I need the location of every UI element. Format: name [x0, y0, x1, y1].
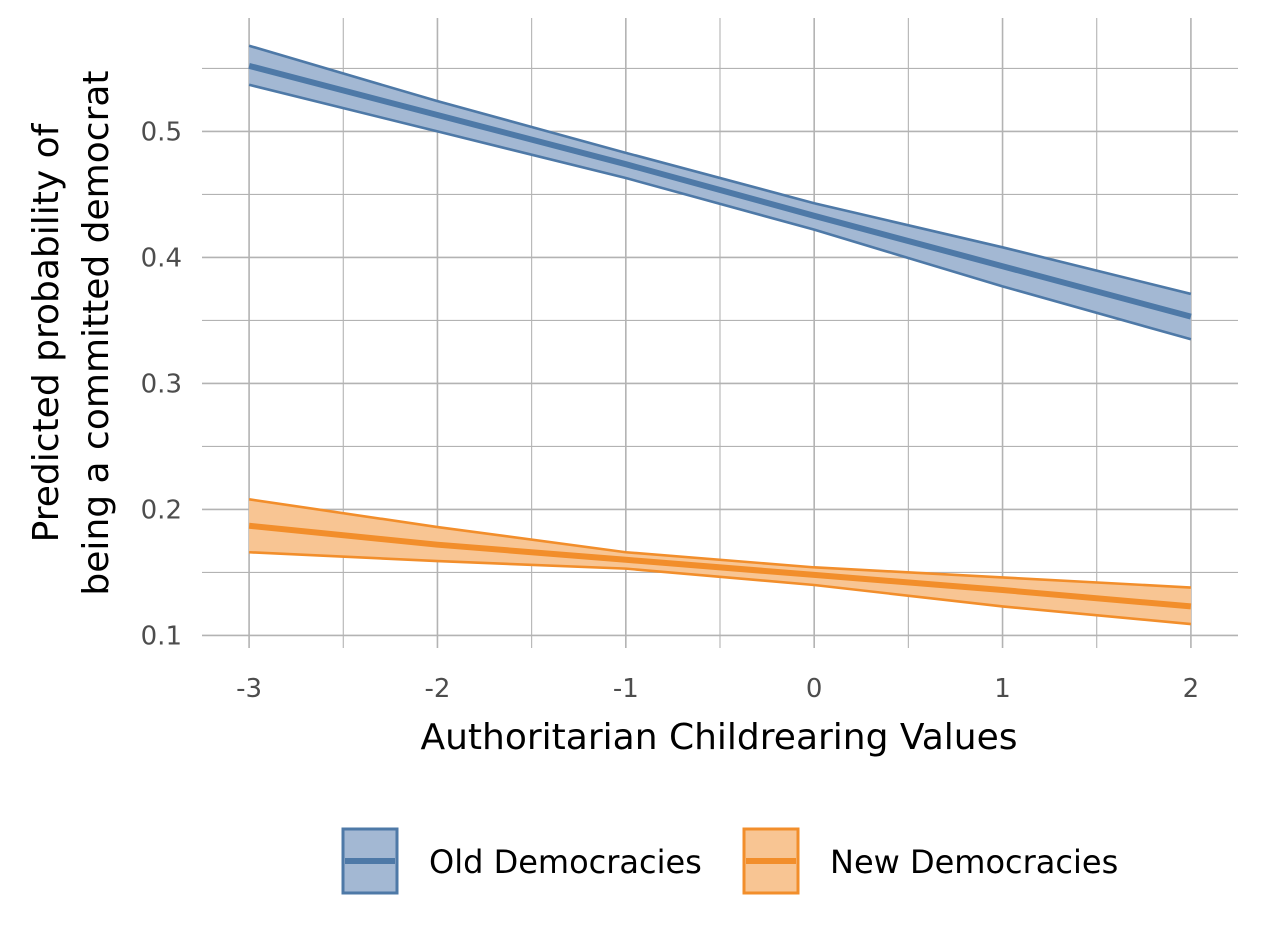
y-tick-label: 0.3: [141, 369, 182, 399]
x-axis-title: Authoritarian Childrearing Values: [420, 717, 1017, 758]
y-tick-label: 0.1: [141, 621, 182, 651]
y-tick-label: 0.4: [141, 243, 182, 273]
y-tick-label: 0.2: [141, 495, 182, 525]
series-lines: [248, 62, 1192, 610]
x-tick-label: -1: [613, 674, 639, 704]
y-tick-labels: 0.1 0.2 0.3 0.4 0.5: [141, 117, 182, 651]
y-axis-title: Predicted probability of being a committ…: [26, 70, 117, 595]
legend: Old Democracies New Democracies: [341, 827, 1118, 895]
y-axis-title-line-2: being a committed democrat: [76, 70, 117, 595]
band-upper-edge-1: [248, 498, 1191, 589]
series-line-1: [248, 522, 1192, 610]
band-lower-edge-1: [249, 550, 1192, 626]
x-tick-label: -2: [424, 674, 450, 704]
x-tick-label: 0: [806, 674, 823, 704]
band-upper-edge-0: [248, 44, 1192, 296]
band-lower-edge-0: [248, 83, 1192, 341]
y-tick-label: 0.5: [141, 117, 182, 147]
x-tick-label: 1: [994, 674, 1011, 704]
y-axis-title-line-1: Predicted probability of: [26, 122, 67, 542]
x-tick-label: 2: [1183, 674, 1200, 704]
legend-label-1: New Democracies: [830, 843, 1118, 881]
legend-label-0: Old Democracies: [429, 843, 702, 881]
series-line-0: [248, 62, 1192, 320]
x-tick-labels: -3 -2 -1 0 1 2: [236, 674, 1199, 704]
band-1: [249, 499, 1191, 625]
x-tick-label: -3: [236, 674, 262, 704]
